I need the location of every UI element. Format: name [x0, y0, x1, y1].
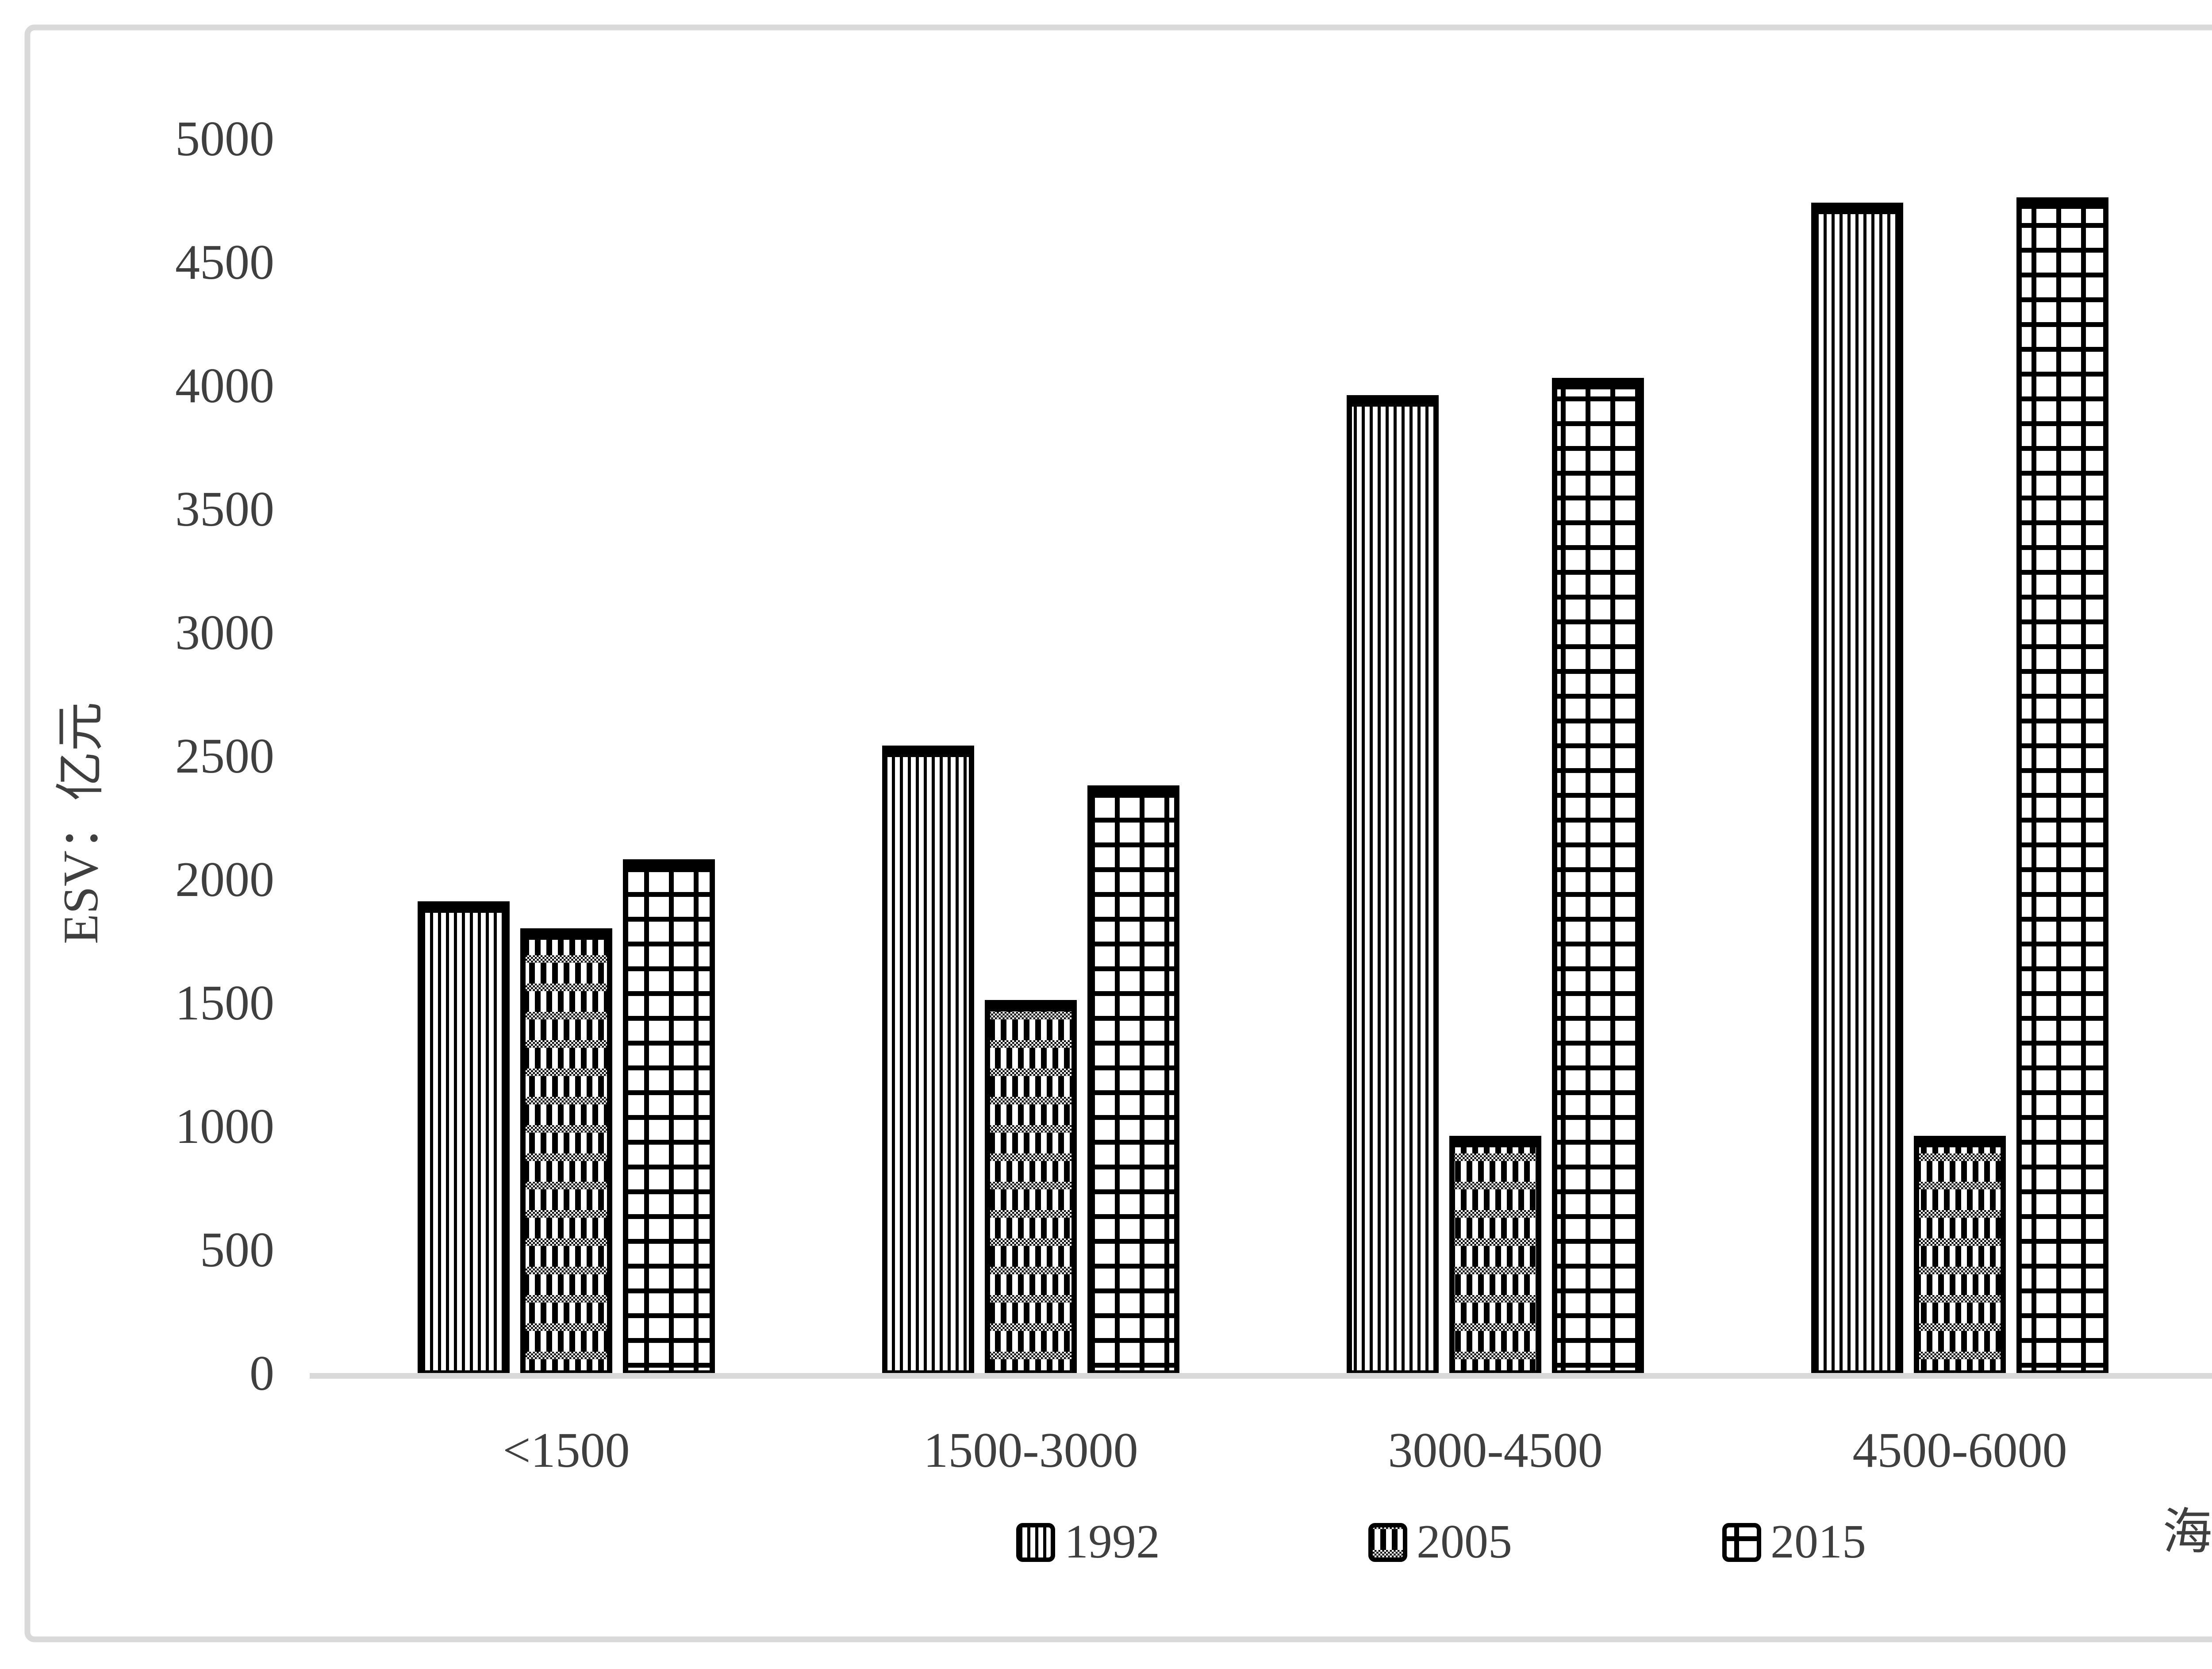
- legend-swatch-1992: [1016, 1523, 1055, 1562]
- legend-entry-2005: 2005: [1368, 1515, 1512, 1568]
- bar-top-cap: [1811, 203, 1903, 214]
- legend-label-1992: 1992: [1064, 1515, 1160, 1568]
- bar-top-cap: [418, 901, 510, 913]
- bar-2015-<1500: [623, 859, 715, 1376]
- y-tick-label-4000: 4000: [175, 358, 274, 413]
- bar-2005-3000-4500: [1449, 1136, 1541, 1376]
- bar-top-cap: [1087, 785, 1179, 797]
- legend-entry-2015: 2015: [1722, 1515, 1866, 1568]
- bar-top-cap: [1914, 1136, 2006, 1147]
- x-axis-line: [310, 1373, 2212, 1379]
- bar-top-cap: [2016, 197, 2108, 209]
- y-tick-label-1000: 1000: [175, 1099, 274, 1154]
- y-tick-label-3500: 3500: [175, 482, 274, 537]
- y-tick-label-500: 500: [200, 1223, 274, 1277]
- bar-2015-3000-4500: [1552, 378, 1644, 1376]
- bar-top-cap: [623, 859, 715, 871]
- bar-2005-<1500: [520, 928, 612, 1376]
- bar-1992-<1500: [418, 901, 510, 1376]
- bar-top-cap: [985, 1000, 1077, 1011]
- legend-swatch-2005: [1368, 1523, 1407, 1562]
- legend: 1992 2005 2015: [1016, 1515, 1866, 1568]
- legend-label-2005: 2005: [1417, 1515, 1512, 1568]
- legend-label-2015: 2015: [1770, 1515, 1866, 1568]
- bar-top-cap: [520, 928, 612, 940]
- bar-1992-4500-6000: [1811, 203, 1903, 1376]
- bar-2005-4500-6000: [1914, 1136, 2006, 1376]
- y-tick-label-5000: 5000: [175, 112, 274, 166]
- bar-1992-1500-3000: [882, 746, 974, 1376]
- x-category-label-1: 1500-3000: [923, 1423, 1138, 1478]
- bar-1992-3000-4500: [1347, 395, 1439, 1376]
- x-category-label-2: 3000-4500: [1388, 1423, 1602, 1478]
- y-tick-label-3000: 3000: [175, 605, 274, 660]
- y-tick-label-2000: 2000: [175, 852, 274, 907]
- bar-top-cap: [1449, 1136, 1541, 1147]
- x-category-label-0: <1500: [503, 1423, 630, 1478]
- series-2015: [623, 197, 2108, 1376]
- figure-border: [24, 24, 2212, 1642]
- legend-swatch-2015: [1722, 1523, 1761, 1562]
- bar-2015-1500-3000: [1087, 785, 1179, 1376]
- y-tick-labels: 0 500 1000 1500 2000 2500 3000 3500 4000 4500 5000: [175, 112, 274, 1401]
- x-category-label-3: 4500-6000: [1852, 1423, 2067, 1478]
- bar-2015-4500-6000: [2016, 197, 2108, 1376]
- bar-top-cap: [1552, 378, 1644, 389]
- x-axis-title: 海拔：m: [2162, 1505, 2212, 1560]
- bar-top-cap: [1347, 395, 1439, 407]
- bar-top-cap: [882, 746, 974, 757]
- y-axis-title: ESV：亿元: [54, 702, 108, 944]
- series-2005: [520, 928, 2006, 1376]
- bars-group: [418, 197, 2108, 1376]
- bar-2005-1500-3000: [985, 1000, 1077, 1376]
- y-tick-label-1500: 1500: [175, 976, 274, 1031]
- y-tick-label-4500: 4500: [175, 235, 274, 290]
- legend-entry-1992: 1992: [1016, 1515, 1160, 1568]
- y-tick-label-2500: 2500: [175, 729, 274, 784]
- y-tick-label-0: 0: [250, 1346, 274, 1401]
